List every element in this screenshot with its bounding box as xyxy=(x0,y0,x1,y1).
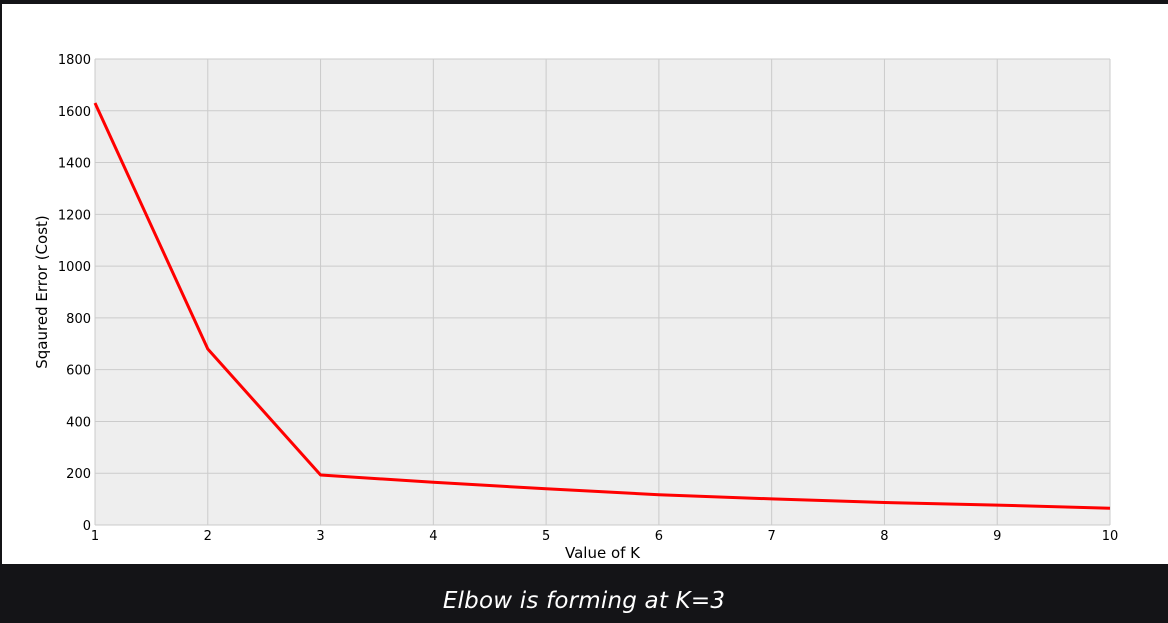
y-axis-label: Sqaured Error (Cost) xyxy=(33,215,51,368)
elbow-chart: 0 200 400 600 800 1000 1200 1400 1600 1800 1 2 3 4 5 6 7… xyxy=(33,53,1118,562)
chart-panel: 0 200 400 600 800 1000 1200 1400 1600 1800 1 2 3 4 5 6 7… xyxy=(2,4,1168,564)
y-tick-label: 200 xyxy=(66,467,91,482)
grid-lines xyxy=(94,58,1111,526)
x-tick-label: 6 xyxy=(655,529,663,544)
x-axis-label: Value of K xyxy=(565,544,641,562)
x-tick-label: 4 xyxy=(429,529,437,544)
series-layer xyxy=(93,102,1111,510)
y-tick-label: 1800 xyxy=(58,53,91,68)
y-tick-label: 1400 xyxy=(58,157,91,172)
x-tick-label: 5 xyxy=(542,529,550,544)
y-tick-label: 600 xyxy=(66,364,91,379)
series-line xyxy=(93,102,1111,510)
y-tick-label: 1200 xyxy=(58,208,91,223)
y-tick-label: 800 xyxy=(66,312,91,327)
x-tick-label: 1 xyxy=(91,529,99,544)
x-tick-label: 9 xyxy=(993,529,1001,544)
y-tick-label: 400 xyxy=(66,415,91,430)
tick-labels: 0 200 400 600 800 1000 1200 1400 1600 1800 1 2 3 4 5 6 7… xyxy=(58,53,1118,544)
plot-area xyxy=(95,59,1110,525)
y-tick-label: 1000 xyxy=(58,260,91,275)
x-tick-label: 7 xyxy=(768,529,776,544)
x-tick-label: 10 xyxy=(1102,529,1119,544)
x-tick-label: 8 xyxy=(880,529,888,544)
y-tick-label: 1600 xyxy=(58,105,91,120)
x-tick-label: 3 xyxy=(316,529,324,544)
x-tick-label: 2 xyxy=(204,529,212,544)
y-tick-label: 0 xyxy=(83,519,91,534)
caption: Elbow is forming at K=3 xyxy=(442,588,726,614)
